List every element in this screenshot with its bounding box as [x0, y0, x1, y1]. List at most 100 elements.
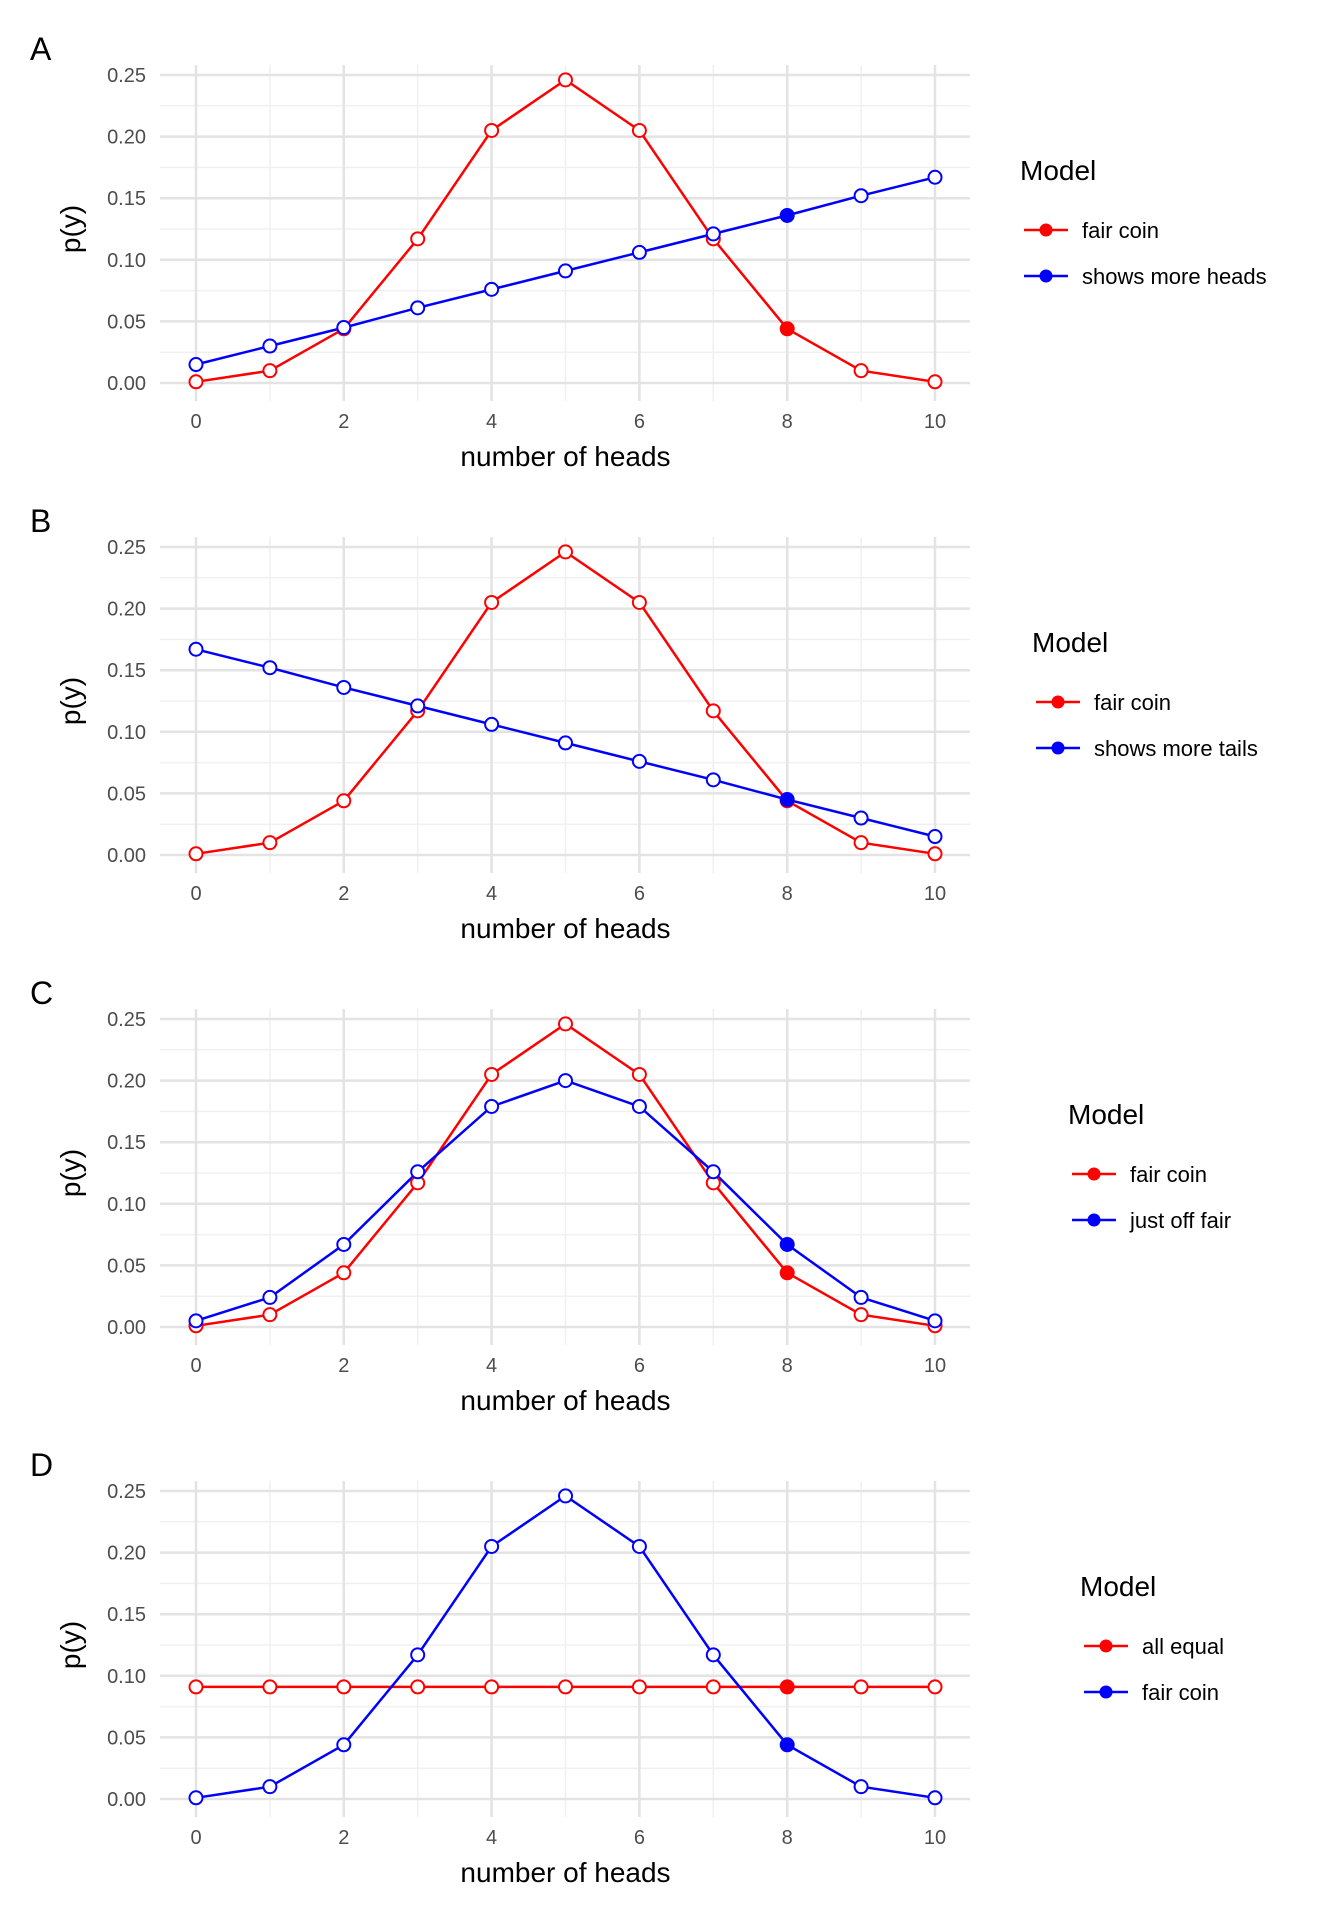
chart-panel-d: D 0.00 0.05 0.10 0.15 0.20 0.25 0 2 4 6 8 10 number o…: [30, 1447, 1224, 1888]
data-point: [484, 1679, 500, 1695]
y-axis-title: p(y): [55, 1149, 86, 1197]
y-tick-label: 0.05: [107, 783, 146, 805]
data-point: [631, 1538, 647, 1554]
legend-key-point: [1051, 741, 1065, 755]
y-tick-label: 0.15: [107, 1604, 146, 1626]
data-point: [410, 698, 426, 714]
data-point: [188, 374, 204, 390]
data-point: [262, 1307, 278, 1323]
data-point: [484, 1538, 500, 1554]
y-axis-title: p(y): [55, 205, 86, 253]
legend-key-point: [1087, 1167, 1101, 1181]
chart-panel-c: C 0.00 0.05 0.10 0.15 0.20 0.25 0 2 4 6 8 10 number o…: [30, 975, 1231, 1416]
data-point: [558, 1073, 573, 1089]
data-point: [336, 793, 352, 809]
x-tick-label: 0: [190, 883, 201, 905]
x-tick-label: 4: [486, 1827, 497, 1849]
y-tick-label: 0.00: [107, 373, 146, 395]
data-point: [484, 122, 500, 138]
data-point: [705, 1647, 721, 1663]
data-point: [558, 72, 573, 88]
y-tick-label: 0.20: [107, 127, 146, 149]
y-tick-label: 0.25: [107, 537, 146, 559]
data-point: [262, 1679, 278, 1695]
data-point: [705, 1164, 721, 1180]
legend-key-point: [1039, 269, 1053, 283]
chart-panel-a: A 0.00 0.05 0.10 0.15 0.20 0.25 0 2 4 6 8 10 number o…: [30, 31, 1267, 472]
x-tick-label: 0: [190, 1355, 201, 1377]
y-tick-label: 0.10: [107, 1666, 146, 1688]
x-tick-label: 6: [634, 1827, 645, 1849]
highlighted-point: [779, 1265, 795, 1281]
x-tick-label: 2: [338, 411, 349, 433]
x-axis-title: number of heads: [460, 1385, 670, 1416]
data-point: [631, 244, 647, 260]
data-point: [262, 1779, 278, 1795]
data-point: [558, 263, 573, 279]
legend-key-point: [1099, 1685, 1113, 1699]
legend-key-point: [1051, 695, 1065, 709]
data-point: [484, 716, 500, 732]
panel-tag: C: [30, 975, 53, 1011]
data-point: [484, 281, 500, 297]
data-point: [262, 338, 278, 354]
data-point: [484, 1098, 500, 1114]
legend-label: fair coin: [1142, 1680, 1219, 1705]
data-point: [631, 1066, 647, 1082]
data-point: [705, 772, 721, 788]
data-point: [927, 829, 943, 845]
y-axis-title: p(y): [55, 1621, 86, 1669]
data-point: [705, 703, 721, 719]
y-tick-label: 0.05: [107, 1727, 146, 1749]
data-point: [410, 300, 426, 316]
data-point: [853, 835, 869, 851]
data-point: [558, 1016, 573, 1032]
x-tick-label: 10: [924, 883, 946, 905]
y-tick-label: 0.25: [107, 1009, 146, 1031]
data-point: [336, 1265, 352, 1281]
highlighted-point: [779, 792, 795, 808]
y-tick-label: 0.05: [107, 1255, 146, 1277]
legend-label: shows more tails: [1094, 736, 1258, 761]
legend-label: just off fair: [1129, 1208, 1231, 1233]
x-tick-label: 6: [634, 1355, 645, 1377]
data-point: [336, 1737, 352, 1753]
highlighted-point: [779, 1236, 795, 1252]
data-point: [410, 231, 426, 247]
data-point: [188, 846, 204, 862]
x-tick-label: 10: [924, 1355, 946, 1377]
data-point: [262, 363, 278, 379]
data-point: [631, 594, 647, 610]
y-tick-label: 0.10: [107, 250, 146, 272]
y-tick-label: 0.10: [107, 1194, 146, 1216]
data-point: [927, 169, 943, 185]
data-point: [853, 1679, 869, 1695]
data-point: [336, 320, 352, 336]
x-tick-label: 2: [338, 1827, 349, 1849]
x-tick-label: 8: [782, 1355, 793, 1377]
data-point: [927, 1790, 943, 1806]
chart-panel-b: B 0.00 0.05 0.10 0.15 0.20 0.25 0 2 4 6 8 10 number o…: [30, 503, 1258, 944]
x-tick-label: 8: [782, 1827, 793, 1849]
legend-title: Model: [1068, 1099, 1144, 1130]
data-point: [853, 1307, 869, 1323]
panel-tag: D: [30, 1447, 53, 1483]
data-point: [558, 1488, 573, 1504]
legend-label: fair coin: [1082, 218, 1159, 243]
highlighted-point: [779, 207, 795, 223]
x-tick-label: 8: [782, 411, 793, 433]
x-tick-label: 2: [338, 883, 349, 905]
legend-label: shows more heads: [1082, 264, 1267, 289]
y-tick-label: 0.15: [107, 1132, 146, 1154]
data-point: [853, 363, 869, 379]
data-point: [558, 544, 573, 560]
legend-title: Model: [1020, 155, 1096, 186]
data-point: [336, 1236, 352, 1252]
x-tick-label: 0: [190, 1827, 201, 1849]
data-point: [853, 1289, 869, 1305]
x-tick-label: 10: [924, 411, 946, 433]
panel-tag: B: [30, 503, 51, 539]
data-point: [484, 1066, 500, 1082]
data-point: [188, 1790, 204, 1806]
